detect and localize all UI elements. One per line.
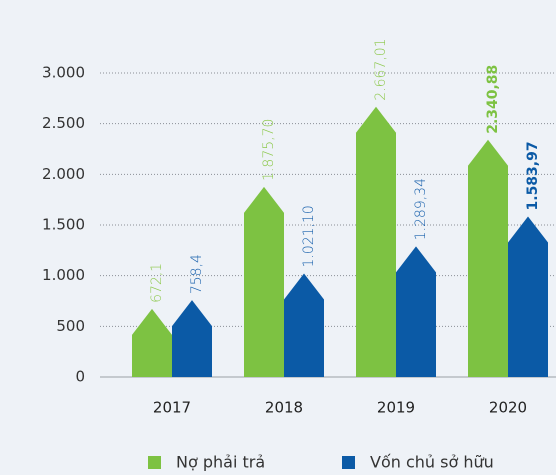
legend-swatch [342,456,355,469]
y-tick-label: 3.000 [42,64,85,82]
x-tick-label: 2018 [265,399,303,417]
y-tick-label: 1.500 [42,216,85,234]
bar [468,139,508,377]
value-label: 1.289,34 [413,178,429,240]
value-label: 1.021,10 [301,205,317,267]
value-label: 1.875,70 [261,119,277,181]
y-tick-label: 1.000 [42,266,85,284]
bar [172,300,212,377]
value-label: 2.667,01 [373,38,389,100]
legend-label: Vốn chủ sở hữu [370,453,494,472]
bar [132,308,172,377]
x-tick-label: 2020 [489,399,527,417]
bar [284,273,324,377]
y-tick-label: 500 [56,317,85,335]
y-tick-label: 2.000 [42,165,85,183]
x-tick-label: 2019 [377,399,415,417]
value-label: 1.583,97 [525,141,541,210]
x-tick-label: 2017 [153,399,191,417]
value-label: 758,4 [189,254,205,294]
bar [356,106,396,378]
bar [244,186,284,377]
legend-swatch [148,456,161,469]
value-label: 2.340,88 [485,65,501,134]
value-label: 672,1 [149,263,165,303]
bar [396,246,436,377]
legend-label: Nợ phải trả [176,453,265,472]
y-tick-label: 2.500 [42,114,85,132]
bar [508,216,548,377]
y-tick-label: 0 [75,368,85,386]
